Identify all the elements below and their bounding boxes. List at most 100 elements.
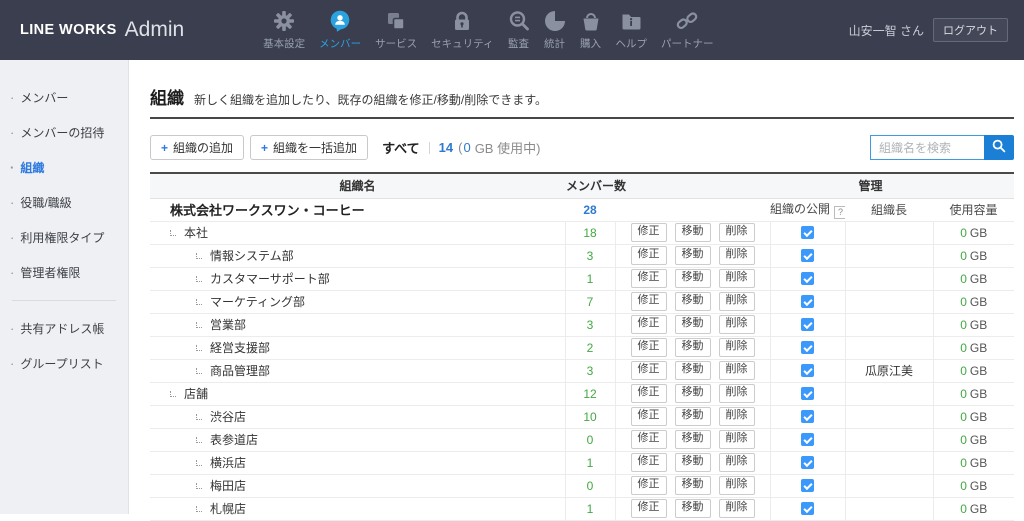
edit-button[interactable]: 修正	[630, 223, 667, 242]
publish-checkbox[interactable]	[801, 295, 814, 308]
publish-checkbox[interactable]	[801, 387, 814, 400]
org-row: カスタマーサポート部 1 修正 移動 削除 0 GB	[150, 267, 1014, 291]
move-button[interactable]: 移動	[674, 315, 711, 334]
sidebar-item-roles[interactable]: · 役職/職級	[0, 185, 128, 220]
tree-branch-icon	[196, 299, 202, 305]
edit-button[interactable]: 修正	[630, 453, 667, 472]
edit-button[interactable]: 修正	[630, 292, 667, 311]
publish-checkbox[interactable]	[801, 226, 814, 239]
move-button[interactable]: 移動	[674, 453, 711, 472]
edit-button[interactable]: 修正	[630, 246, 667, 265]
edit-button[interactable]: 修正	[630, 269, 667, 288]
publish-checkbox[interactable]	[801, 456, 814, 469]
nav-item-statistics[interactable]: 統計	[537, 9, 573, 51]
logout-button[interactable]: ログアウト	[933, 18, 1008, 42]
org-row: 店舗 12 修正 移動 削除 0 GB	[150, 382, 1014, 406]
edit-button[interactable]: 修正	[630, 384, 667, 403]
edit-button[interactable]: 修正	[630, 361, 667, 380]
search-input[interactable]	[870, 135, 984, 160]
company-name: 株式会社ワークスワン・コーヒー	[150, 198, 565, 222]
delete-button[interactable]: 削除	[718, 223, 755, 242]
delete-button[interactable]: 削除	[718, 269, 755, 288]
sidebar-item-admin-rights[interactable]: · 管理者権限	[0, 255, 128, 290]
nav-item-purchase[interactable]: 購入	[573, 9, 609, 51]
publish-checkbox[interactable]	[801, 318, 814, 331]
move-button[interactable]: 移動	[674, 430, 711, 449]
nav-item-security[interactable]: セキュリティ	[424, 9, 500, 51]
move-button[interactable]: 移動	[674, 246, 711, 265]
delete-button[interactable]: 削除	[718, 384, 755, 403]
help-icon[interactable]: ?	[834, 205, 845, 219]
tree-branch-icon	[196, 437, 202, 443]
publish-checkbox[interactable]	[801, 479, 814, 492]
bullet-icon: ·	[10, 356, 15, 371]
move-button[interactable]: 移動	[674, 292, 711, 311]
org-row: 商品管理部 3 修正 移動 削除 瓜原江美 0 GB	[150, 359, 1014, 383]
usage-value: 0	[960, 225, 967, 240]
sidebar-item-permission-type[interactable]: · 利用権限タイプ	[0, 220, 128, 255]
publish-checkbox[interactable]	[801, 364, 814, 377]
move-button[interactable]: 移動	[674, 476, 711, 495]
usage-value: 0	[463, 140, 471, 155]
edit-button[interactable]: 修正	[630, 430, 667, 449]
delete-button[interactable]: 削除	[718, 476, 755, 495]
delete-button[interactable]: 削除	[718, 407, 755, 426]
link-icon	[676, 9, 698, 32]
usage-value: 0	[960, 455, 967, 470]
publish-checkbox[interactable]	[801, 272, 814, 285]
page-title: 組織	[150, 89, 184, 108]
move-button[interactable]: 移動	[674, 407, 711, 426]
move-button[interactable]: 移動	[674, 361, 711, 380]
top-header: LINE WORKS Admin 基本設定 メンバー サービス セキュリティ 監査 統計 購…	[0, 0, 1024, 60]
sidebar-item-shared-address-book[interactable]: · 共有アドレス帳	[0, 311, 128, 346]
usage-value: 0	[960, 317, 967, 332]
nav-item-services[interactable]: サービス	[368, 9, 424, 51]
edit-button[interactable]: 修正	[630, 499, 667, 518]
sidebar-item-organization[interactable]: · 組織	[0, 150, 128, 185]
edit-button[interactable]: 修正	[630, 476, 667, 495]
member-count: 3	[586, 248, 594, 263]
usage-value: 0	[960, 340, 967, 355]
sidebar-item-member-invite[interactable]: · メンバーの招待	[0, 115, 128, 150]
publish-checkbox[interactable]	[801, 249, 814, 262]
delete-button[interactable]: 削除	[718, 338, 755, 357]
sidebar-item-members[interactable]: · メンバー	[0, 80, 128, 115]
nav-item-audit[interactable]: 監査	[501, 9, 537, 51]
org-total-count: 14	[438, 140, 454, 155]
nav-item-help[interactable]: ヘルプ	[609, 9, 655, 51]
org-leader: 瓜原江美	[844, 359, 933, 383]
usage-unit: GB	[969, 432, 988, 447]
delete-button[interactable]: 削除	[718, 361, 755, 380]
usage-value: 0	[960, 409, 967, 424]
sidebar-item-group-list[interactable]: · グループリスト	[0, 346, 128, 381]
org-name: 情報システム部	[210, 249, 294, 263]
publish-checkbox[interactable]	[801, 410, 814, 423]
nav-item-members[interactable]: メンバー	[312, 9, 368, 51]
publish-checkbox[interactable]	[801, 502, 814, 515]
delete-button[interactable]: 削除	[718, 246, 755, 265]
edit-button[interactable]: 修正	[630, 315, 667, 334]
delete-button[interactable]: 削除	[718, 453, 755, 472]
publish-checkbox[interactable]	[801, 341, 814, 354]
nav-item-partner[interactable]: パートナー	[654, 9, 721, 51]
gear-icon	[273, 9, 295, 32]
nav-item-basic-settings[interactable]: 基本設定	[256, 9, 312, 51]
org-name: 札幌店	[210, 502, 247, 516]
add-org-button[interactable]: + 組織の追加	[150, 135, 245, 160]
move-button[interactable]: 移動	[674, 338, 711, 357]
tree-branch-icon	[196, 322, 202, 328]
delete-button[interactable]: 削除	[718, 430, 755, 449]
publish-checkbox[interactable]	[801, 433, 814, 446]
delete-button[interactable]: 削除	[718, 499, 755, 518]
edit-button[interactable]: 修正	[630, 338, 667, 357]
edit-button[interactable]: 修正	[630, 407, 667, 426]
member-count: 3	[586, 317, 594, 332]
move-button[interactable]: 移動	[674, 269, 711, 288]
move-button[interactable]: 移動	[674, 384, 711, 403]
bulk-add-org-button[interactable]: + 組織を一括追加	[250, 135, 369, 160]
move-button[interactable]: 移動	[674, 499, 711, 518]
move-button[interactable]: 移動	[674, 223, 711, 242]
delete-button[interactable]: 削除	[718, 315, 755, 334]
search-button[interactable]	[984, 135, 1014, 160]
delete-button[interactable]: 削除	[718, 292, 755, 311]
